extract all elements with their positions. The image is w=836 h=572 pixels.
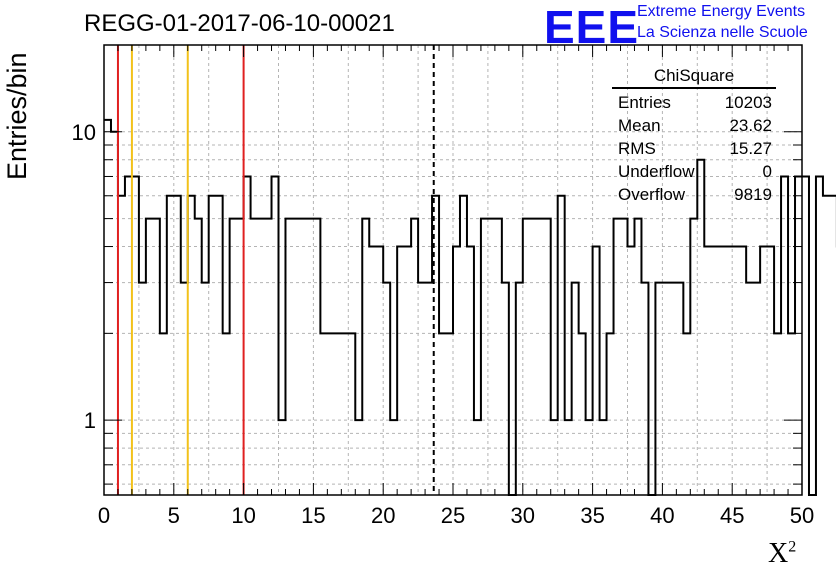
x-tick-label: 20 (371, 503, 395, 528)
x-tick-label: 25 (441, 503, 465, 528)
stats-row-overflow: Overflow 9819 (618, 185, 772, 204)
x-tick-label: 0 (98, 503, 110, 528)
logo-line-2: La Scienza nelle Scuole (637, 24, 808, 41)
y-axis-label: Entries/bin (2, 52, 32, 180)
stats-title: ChiSquare (612, 66, 776, 89)
y-tick-label: 1 (84, 408, 96, 433)
x-tick-label: 15 (301, 503, 325, 528)
y-tick-label: 10 (72, 120, 96, 145)
x-tick-label: 10 (231, 503, 255, 528)
stats-row-underflow: Underflow 0 (618, 162, 772, 181)
stats-row-entries: Entries 10203 (618, 93, 772, 112)
x-tick-label: 45 (720, 503, 744, 528)
x-axis-label: X2 (768, 538, 797, 569)
x-tick-label: 5 (168, 503, 180, 528)
x-tick-label: 40 (650, 503, 674, 528)
eee-logo: EEE (544, 1, 640, 53)
chart-title: REGG-01-2017-06-10-00021 (84, 10, 395, 37)
histogram-line (104, 118, 836, 496)
x-tick-label: 35 (580, 503, 604, 528)
x-tick-label: 50 (790, 503, 814, 528)
stats-box: ChiSquare Entries 10203 Mean 23.62 RMS 15.2… (612, 66, 780, 206)
x-tick-label: 30 (511, 503, 535, 528)
stats-row-mean: Mean 23.62 (618, 116, 772, 135)
stats-row-rms: RMS 15.27 (618, 139, 772, 158)
logo-line-1: Extreme Energy Events (637, 3, 806, 20)
